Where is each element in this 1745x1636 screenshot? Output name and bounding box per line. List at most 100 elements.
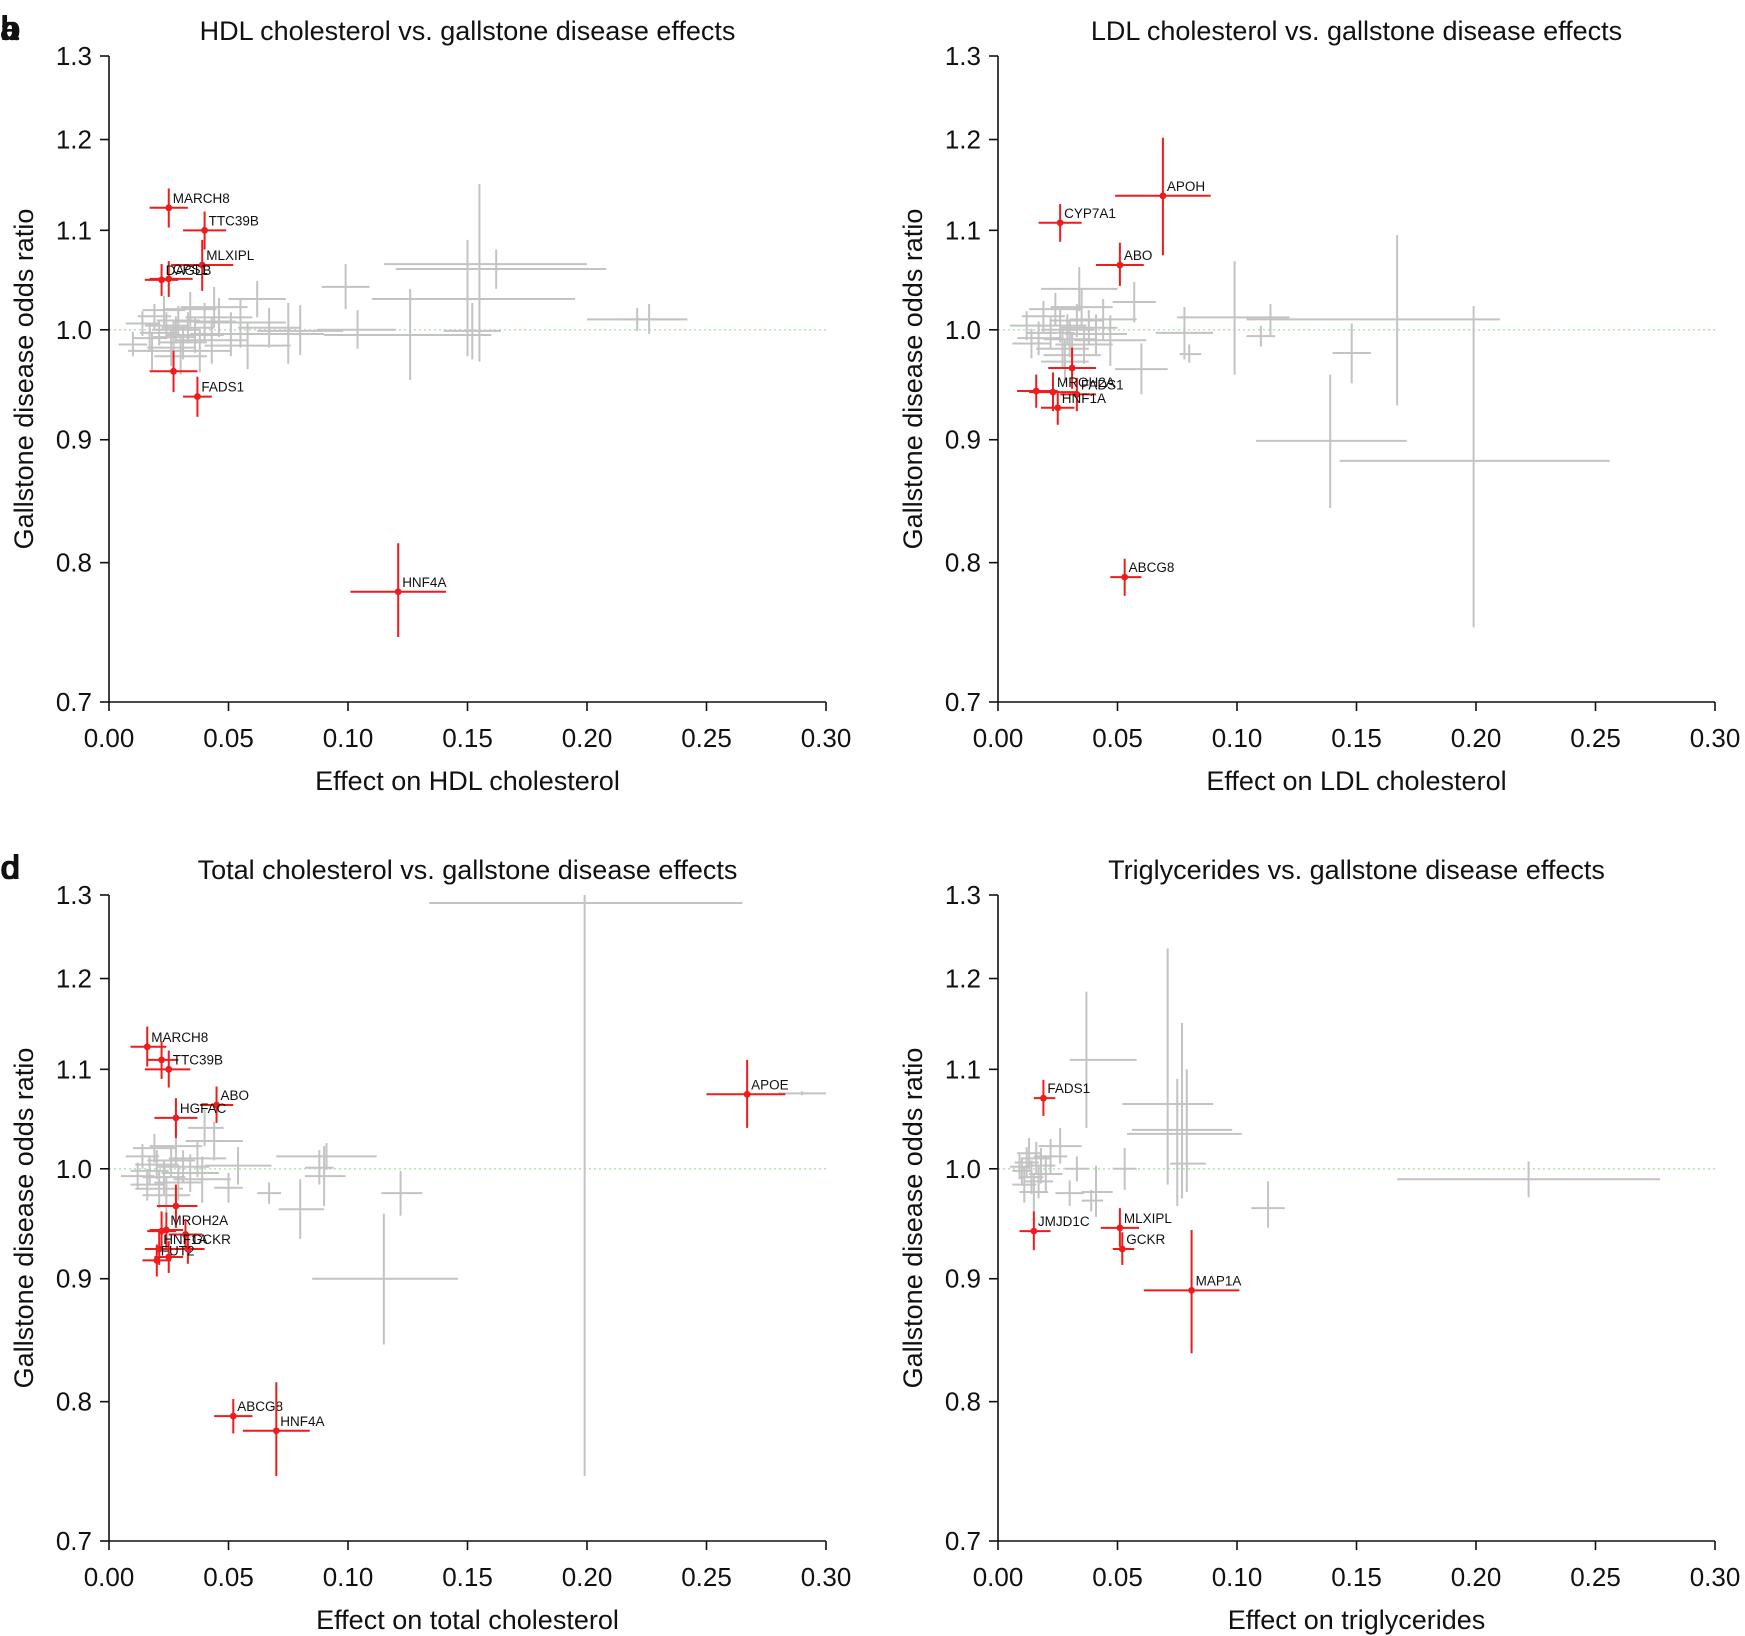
point-marker xyxy=(1032,387,1040,395)
background-point xyxy=(1081,1165,1113,1217)
point-marker xyxy=(170,367,177,375)
background-point xyxy=(1029,292,1082,326)
highlighted-point: CYP7A1 xyxy=(1038,204,1116,242)
background-point xyxy=(214,1172,243,1203)
point-marker xyxy=(1188,1287,1195,1294)
x-tick-label: 0.00 xyxy=(84,723,135,753)
background-point xyxy=(1332,323,1371,384)
x-tick-label: 0.20 xyxy=(1451,723,1502,753)
background-point xyxy=(1246,304,1295,336)
x-tick-label: 0.15 xyxy=(442,723,493,753)
background-point xyxy=(132,324,167,352)
x-tick-label: 0.10 xyxy=(1212,1562,1263,1592)
y-tick-label: 1.2 xyxy=(945,964,981,994)
y-tick-label: 1.3 xyxy=(56,41,92,71)
x-tick-label: 0.00 xyxy=(84,1562,135,1592)
background-point xyxy=(168,329,231,373)
chart-title: LDL cholesterol vs. gallstone disease ef… xyxy=(1091,16,1622,46)
gene-label: MAP1A xyxy=(1196,1273,1242,1288)
x-tick-label: 0.30 xyxy=(1690,723,1741,753)
background-point xyxy=(173,1156,231,1203)
background-point xyxy=(142,295,186,325)
highlighted-point: DAGLB xyxy=(144,263,211,296)
background-point xyxy=(1024,1164,1053,1199)
panel-b: b LDL cholesterol vs. gallstone disease e… xyxy=(0,10,1740,796)
background-point xyxy=(1069,991,1137,1128)
x-tick-label: 0.10 xyxy=(1212,723,1263,753)
point-marker xyxy=(1116,261,1124,269)
background-point xyxy=(321,264,370,310)
point-marker xyxy=(172,1202,180,1210)
background-point xyxy=(429,895,743,1476)
background-point xyxy=(228,280,286,318)
panel-letter: b xyxy=(0,10,21,48)
highlighted-point xyxy=(156,1184,198,1228)
y-tick-label: 0.8 xyxy=(945,548,981,578)
highlighted-point: FADS1 xyxy=(1060,377,1124,412)
background-point xyxy=(383,183,587,362)
background-point xyxy=(276,1143,377,1170)
x-tick-label: 0.10 xyxy=(323,1562,374,1592)
highlighted-point: ABO xyxy=(1095,242,1153,286)
point-marker xyxy=(165,204,173,212)
y-tick-label: 0.9 xyxy=(945,1264,981,1294)
gene-label: MROH2A xyxy=(170,1213,228,1228)
background-point xyxy=(1074,315,1147,366)
background-point xyxy=(142,1176,191,1215)
background-point xyxy=(1041,267,1118,312)
background-point xyxy=(1256,374,1407,509)
highlighted-point: ABCG8 xyxy=(1110,558,1174,596)
highlighted-point: ABCG8 xyxy=(214,1399,283,1434)
background-point xyxy=(175,317,248,364)
highlighted-point: HGFAC xyxy=(154,1098,227,1138)
highlighted-point: MLXIPL xyxy=(1100,1208,1173,1247)
point-marker xyxy=(158,1056,165,1064)
background-point xyxy=(1064,1156,1089,1182)
y-tick-label: 1.0 xyxy=(945,315,981,345)
background-point xyxy=(152,316,200,344)
y-tick-label: 1.1 xyxy=(56,215,92,245)
point-marker xyxy=(1159,192,1167,200)
y-tick-label: 1.2 xyxy=(56,125,92,155)
gene-label: MROH2A xyxy=(1057,375,1115,390)
x-tick-label: 0.25 xyxy=(1570,723,1621,753)
x-tick-label: 0.15 xyxy=(1331,1562,1382,1592)
highlighted-point: MROH2A xyxy=(1029,372,1115,412)
point-marker xyxy=(1056,219,1064,227)
y-tick-label: 0.9 xyxy=(945,425,981,455)
point-marker xyxy=(158,276,165,284)
highlighted-point: MAP1A xyxy=(1143,1230,1242,1354)
y-tick-label: 0.9 xyxy=(56,425,92,455)
background-point xyxy=(1021,300,1065,332)
background-point xyxy=(304,1146,346,1206)
gene-label: HNF1A xyxy=(163,1232,207,1247)
y-tick-label: 0.7 xyxy=(945,1526,981,1556)
x-tick-label: 0.00 xyxy=(973,1562,1024,1592)
highlighted-point xyxy=(147,1041,179,1079)
gene-label: MLXIPL xyxy=(1124,1211,1173,1226)
background-point xyxy=(1012,1166,1037,1203)
background-point xyxy=(1179,344,1202,363)
point-marker xyxy=(143,1043,151,1051)
point-marker xyxy=(394,588,402,596)
highlighted-point: HNF1A xyxy=(1041,391,1106,425)
background-point xyxy=(1112,281,1156,323)
point-marker xyxy=(1054,404,1062,412)
gene-label: CYP7A1 xyxy=(1064,206,1116,221)
gene-label: ABO xyxy=(1124,248,1153,263)
gene-label: TTC39B xyxy=(209,213,259,228)
y-axis-label: Gallstone disease odds ratio xyxy=(898,209,928,550)
background-point xyxy=(252,303,325,364)
gene-label: GCKR xyxy=(1126,1232,1165,1247)
panel-letter: a xyxy=(0,10,20,48)
x-tick-label: 0.20 xyxy=(562,1562,613,1592)
background-point xyxy=(132,1133,176,1163)
x-tick-label: 0.15 xyxy=(1331,723,1382,753)
x-tick-label: 0.25 xyxy=(681,1562,732,1592)
y-tick-label: 0.7 xyxy=(945,687,981,717)
x-tick-label: 0.05 xyxy=(1092,1562,1143,1592)
panel-c: c Total cholesterol vs. gallstone disease… xyxy=(0,849,851,1635)
background-point xyxy=(304,1150,334,1185)
background-point xyxy=(125,311,160,337)
gene-label: APOE xyxy=(751,1077,789,1092)
